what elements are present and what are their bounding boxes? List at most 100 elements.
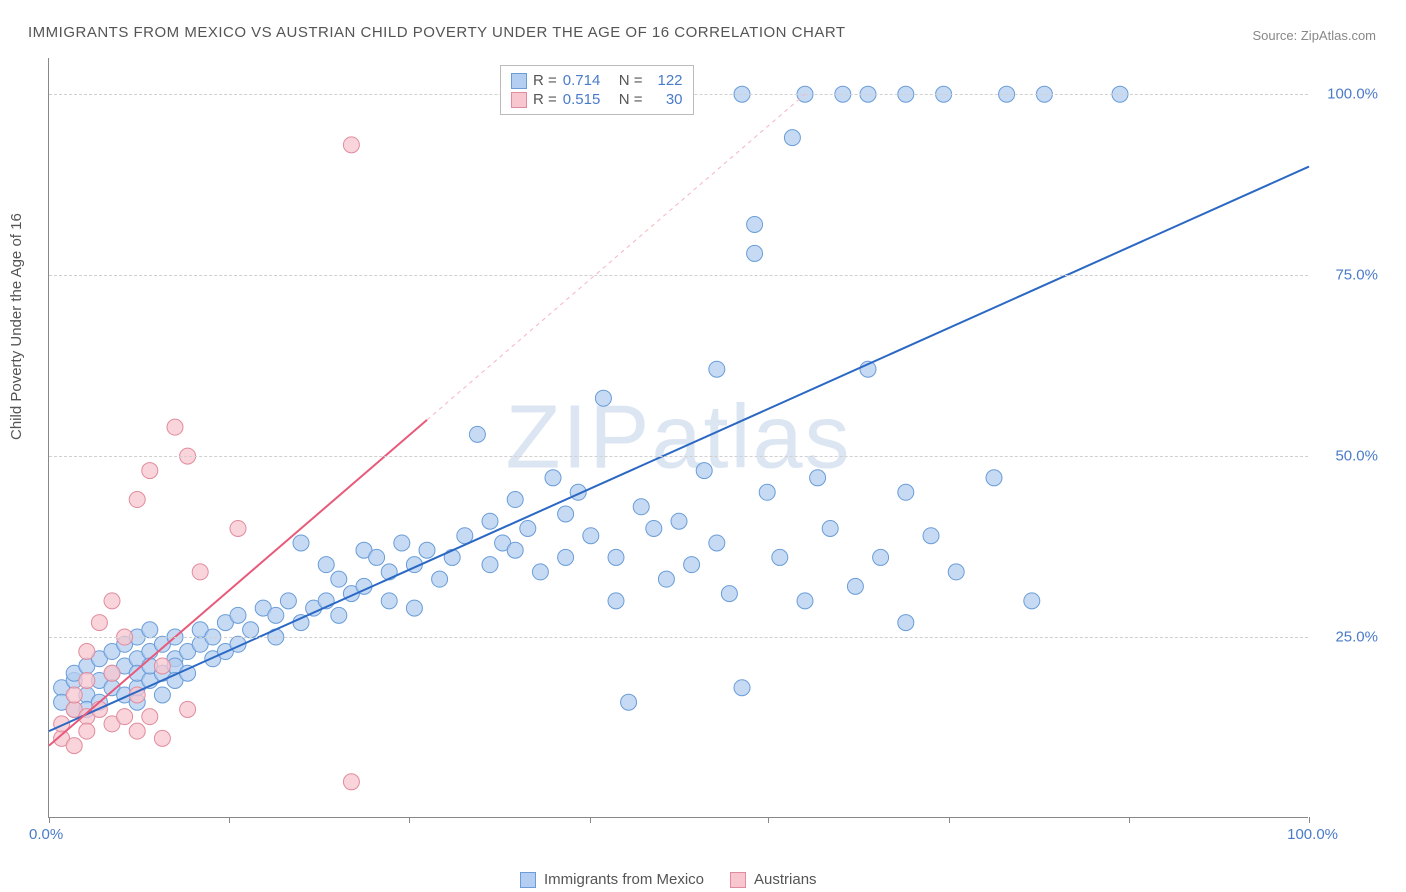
scatter-point: [343, 774, 359, 790]
scatter-point: [558, 506, 574, 522]
scatter-point: [154, 730, 170, 746]
scatter-point: [482, 557, 498, 573]
scatter-point: [696, 463, 712, 479]
gridline-horizontal: [49, 275, 1308, 276]
scatter-point: [167, 419, 183, 435]
y-axis-tick-label: 25.0%: [1318, 629, 1378, 646]
scatter-point: [1024, 593, 1040, 609]
correlation-legend-box: R =0.714N =122R =0.515N =30: [500, 65, 694, 115]
scatter-point: [180, 701, 196, 717]
scatter-point: [117, 709, 133, 725]
legend-r-value: 0.515: [563, 91, 613, 108]
scatter-point: [280, 593, 296, 609]
gridline-horizontal: [49, 637, 1308, 638]
legend-row: R =0.714N =122: [511, 72, 683, 89]
scatter-point: [129, 723, 145, 739]
source-attribution: Source: ZipAtlas.com: [1252, 28, 1376, 43]
x-axis-legend: Immigrants from Mexico Austrians: [520, 871, 835, 888]
scatter-point: [545, 470, 561, 486]
legend-n-label: N =: [619, 72, 643, 89]
scatter-point: [142, 709, 158, 725]
x-axis-tick-mark: [229, 817, 230, 823]
scatter-point: [432, 571, 448, 587]
chart-title: IMMIGRANTS FROM MEXICO VS AUSTRIAN CHILD…: [28, 24, 846, 41]
scatter-point: [318, 557, 334, 573]
scatter-point: [898, 484, 914, 500]
scatter-point: [129, 492, 145, 508]
scatter-point: [507, 542, 523, 558]
scatter-point: [558, 549, 574, 565]
legend-swatch: [511, 92, 527, 108]
scatter-point: [595, 390, 611, 406]
scatter-point: [822, 520, 838, 536]
scatter-point: [608, 549, 624, 565]
scatter-point: [621, 694, 637, 710]
scatter-point: [66, 687, 82, 703]
scatter-point: [986, 470, 1002, 486]
scatter-point: [79, 644, 95, 660]
scatter-point: [721, 586, 737, 602]
scatter-point: [747, 216, 763, 232]
scatter-point: [331, 571, 347, 587]
legend-r-value: 0.714: [563, 72, 613, 89]
scatter-point: [482, 513, 498, 529]
y-axis-tick-label: 50.0%: [1318, 448, 1378, 465]
y-axis-tick-label: 100.0%: [1318, 86, 1378, 103]
scatter-point: [104, 665, 120, 681]
legend-swatch: [730, 872, 746, 888]
scatter-point: [293, 535, 309, 551]
legend-n-label: N =: [619, 91, 643, 108]
scatter-point: [948, 564, 964, 580]
scatter-point: [847, 578, 863, 594]
scatter-point: [810, 470, 826, 486]
legend-series-label: Immigrants from Mexico: [544, 871, 704, 888]
legend-series-label: Austrians: [754, 871, 817, 888]
scatter-point: [709, 535, 725, 551]
scatter-point: [91, 615, 107, 631]
scatter-point: [797, 593, 813, 609]
scatter-point: [734, 680, 750, 696]
scatter-point: [419, 542, 435, 558]
scatter-point: [469, 426, 485, 442]
scatter-point: [747, 245, 763, 261]
x-axis-tick-left: 0.0%: [29, 826, 63, 843]
scatter-point: [243, 622, 259, 638]
scatter-point: [381, 593, 397, 609]
scatter-point: [507, 492, 523, 508]
scatter-point: [873, 549, 889, 565]
scatter-point: [406, 600, 422, 616]
legend-swatch: [520, 872, 536, 888]
plot-area: ZIPatlas 0.0% 100.0% 25.0%50.0%75.0%100.…: [48, 58, 1308, 818]
scatter-point: [658, 571, 674, 587]
trend-line: [49, 167, 1309, 732]
x-axis-tick-mark: [1309, 817, 1310, 823]
scatter-point: [608, 593, 624, 609]
scatter-point: [671, 513, 687, 529]
scatter-point: [381, 564, 397, 580]
scatter-point: [192, 564, 208, 580]
y-axis-tick-label: 75.0%: [1318, 267, 1378, 284]
scatter-point: [104, 593, 120, 609]
scatter-point: [369, 549, 385, 565]
scatter-point: [343, 137, 359, 153]
scatter-point: [923, 528, 939, 544]
legend-swatch: [511, 73, 527, 89]
scatter-point: [784, 130, 800, 146]
scatter-point: [154, 687, 170, 703]
scatter-point: [268, 607, 284, 623]
scatter-point: [772, 549, 788, 565]
legend-n-value: 30: [649, 91, 683, 108]
scatter-point: [532, 564, 548, 580]
scatter-point: [154, 658, 170, 674]
scatter-point: [230, 520, 246, 536]
x-axis-tick-mark: [590, 817, 591, 823]
scatter-svg: [49, 58, 1309, 818]
scatter-point: [79, 723, 95, 739]
scatter-point: [709, 361, 725, 377]
scatter-point: [142, 622, 158, 638]
y-axis-label: Child Poverty Under the Age of 16: [8, 213, 25, 440]
x-axis-tick-right: 100.0%: [1287, 826, 1338, 843]
legend-n-value: 122: [649, 72, 683, 89]
scatter-point: [583, 528, 599, 544]
scatter-point: [331, 607, 347, 623]
